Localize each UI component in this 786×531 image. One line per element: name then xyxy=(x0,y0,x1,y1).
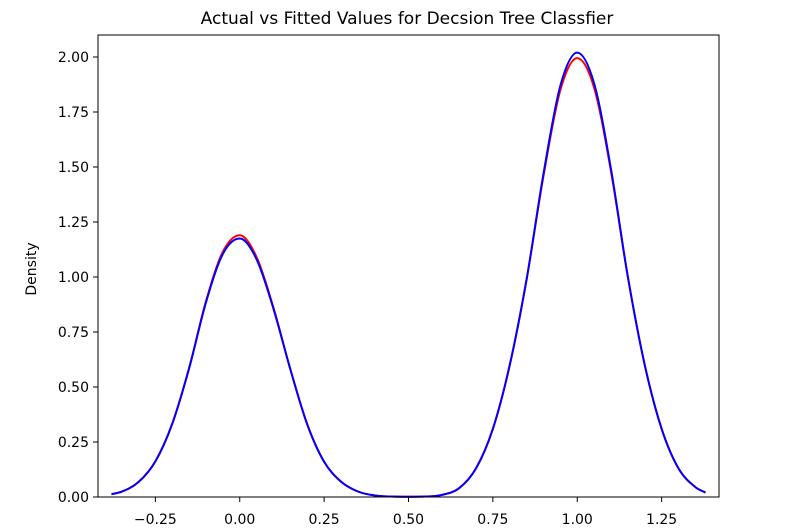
axes-ticks: −0.25 0.00 0.25 0.50 0.75 1.00 1.25 0.00 0.25 0.5… xyxy=(58,50,677,528)
plot-lines xyxy=(111,51,706,498)
y-tick-label: 1.00 xyxy=(58,270,89,286)
x-tick-label: 1.00 xyxy=(562,512,593,528)
chart-title: Actual vs Fitted Values for Decsion Tree… xyxy=(201,9,614,29)
y-tick-label: 0.50 xyxy=(58,380,89,396)
y-tick-label: 2.00 xyxy=(58,50,89,66)
y-tick-label: 1.25 xyxy=(58,215,89,231)
density-line-2 xyxy=(111,51,706,498)
y-tick-label: 0.00 xyxy=(58,490,89,506)
x-tick-label: −0.25 xyxy=(134,512,177,528)
y-axis-label: Density xyxy=(24,242,40,295)
x-tick-label: 0.75 xyxy=(477,512,508,528)
plot-frame xyxy=(97,34,720,498)
x-tick-label: 0.00 xyxy=(224,512,255,528)
y-tick-label: 1.50 xyxy=(58,160,89,176)
x-tick-label: 1.25 xyxy=(646,512,677,528)
y-tick-label: 1.75 xyxy=(58,105,89,121)
y-tick-label: 0.25 xyxy=(58,435,89,451)
x-tick-label: 0.50 xyxy=(393,512,424,528)
y-tick-label: 0.75 xyxy=(58,325,89,341)
x-tick-label: 0.25 xyxy=(309,512,340,528)
density-line-1 xyxy=(111,57,706,498)
